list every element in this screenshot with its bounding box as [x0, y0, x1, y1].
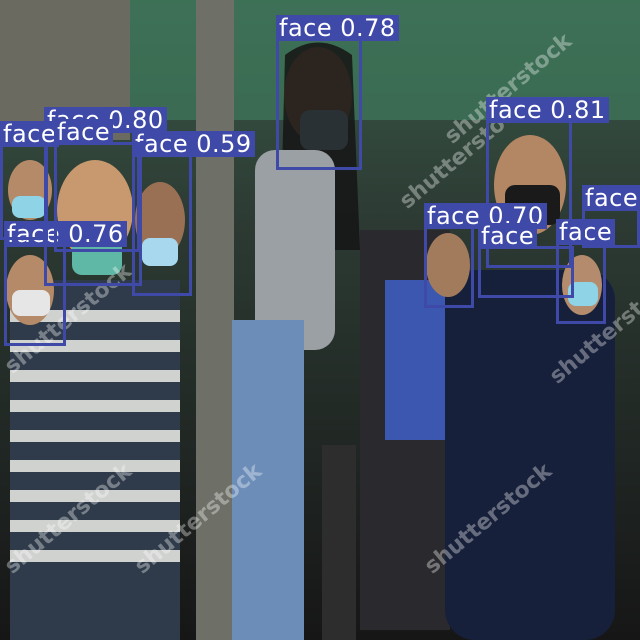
detection-label: face	[0, 121, 60, 147]
face-detection-box: face	[478, 223, 574, 298]
detection-label: face 0.78	[276, 15, 399, 41]
detection-label: face	[54, 119, 114, 145]
detection-label: face 0.59	[132, 131, 255, 157]
detection-label: face 0.81	[486, 97, 609, 123]
face-detection-box: face 0.59	[132, 131, 255, 296]
face-detection-box: face 0.78	[276, 15, 399, 170]
face-detection-box: face 0.76	[4, 221, 127, 346]
detection-label: face	[478, 223, 538, 249]
detection-label: face 0.76	[4, 221, 127, 247]
face-detection-box: face	[582, 185, 640, 248]
face-detection-box: face	[556, 219, 616, 324]
face-detection-box: face 0.70	[424, 203, 547, 308]
face-detection-box: face	[0, 121, 60, 240]
face-detection-box: face 0.81	[486, 97, 609, 268]
detection-label: face	[556, 219, 616, 245]
detection-label: face	[582, 185, 640, 211]
face-detection-box: face	[54, 119, 140, 252]
